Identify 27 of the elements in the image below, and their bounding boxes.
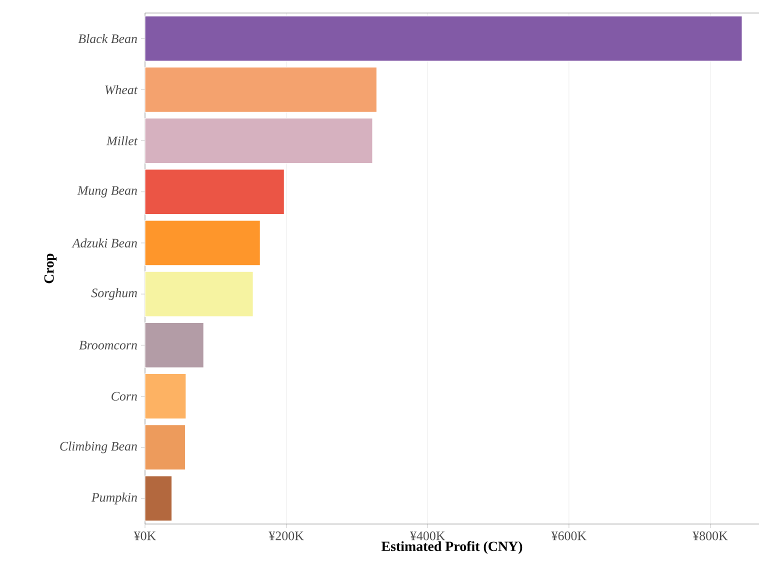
y-tick-label: Corn (112, 392, 137, 401)
bar (144, 66, 378, 112)
y-axis-title: Crop (44, 254, 57, 284)
x-axis-title: Estimated Profit (CNY) (381, 541, 522, 554)
bar (144, 16, 742, 62)
x-tick-label: ¥600K (551, 532, 586, 540)
bar (144, 118, 373, 164)
y-tick-label: Adzuki Bean (72, 238, 137, 248)
bar (144, 220, 260, 266)
bar (144, 169, 284, 215)
x-tick-label: ¥400K (410, 532, 446, 540)
y-tick-label: Sorghum (91, 288, 137, 300)
y-tick-label: Mung Bean (77, 186, 137, 198)
bar (144, 373, 186, 420)
y-tick-label: Pumpkin (91, 492, 137, 504)
x-tick-label: ¥200K (268, 532, 304, 540)
bar (144, 424, 186, 470)
y-tick-label: Broomcorn (79, 340, 137, 350)
bar (144, 271, 254, 317)
y-tick-label: Millet (106, 136, 138, 146)
x-tick-label: ¥0K (134, 532, 156, 540)
y-tick-label: Black Bean (78, 34, 137, 44)
y-tick-label: Wheat (105, 85, 138, 94)
bar (144, 476, 172, 522)
bar (144, 322, 204, 368)
x-tick-label: ¥800K (692, 532, 728, 540)
y-tick-label: Climbing Bean (60, 441, 137, 454)
